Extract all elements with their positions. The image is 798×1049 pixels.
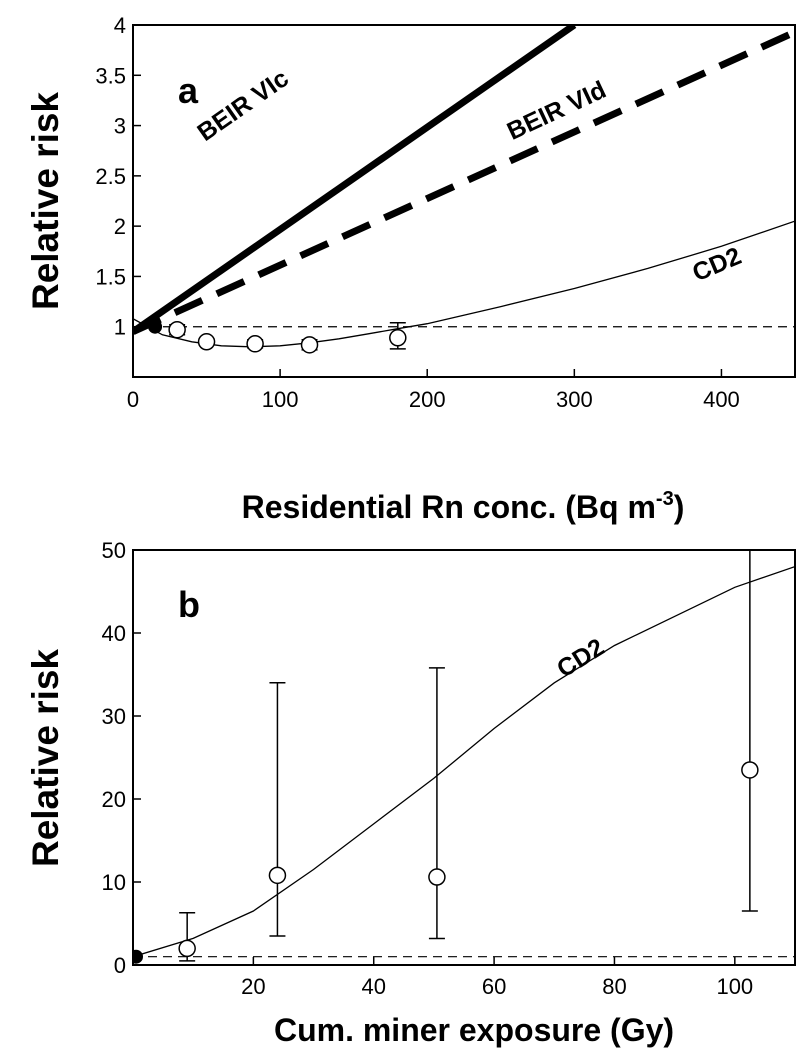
panel-b-y-tick-label: 0 bbox=[114, 953, 126, 978]
panel-b-data-point bbox=[741, 550, 759, 912]
panel-a-data-point bbox=[197, 333, 216, 351]
panel-a-marker bbox=[246, 335, 264, 353]
panel-b-x-tick-label: 100 bbox=[716, 974, 753, 999]
panel-a-series-beir-vic-label: BEIR VIc bbox=[192, 64, 293, 147]
panel-a-series-beir-vic-line bbox=[133, 25, 577, 335]
panel-b-baseline-point bbox=[133, 949, 144, 964]
panel-b-marker bbox=[428, 868, 446, 886]
panel-b-series-cd2-line bbox=[133, 565, 795, 958]
panel-b-marker bbox=[741, 761, 759, 779]
panel-b-series-cd2-label: CD2 bbox=[552, 633, 609, 683]
panel-b-data-point bbox=[268, 682, 287, 937]
panel-a-data-point bbox=[168, 320, 186, 339]
panel-b-marker bbox=[268, 866, 287, 885]
panel-a-baseline-point bbox=[148, 319, 163, 334]
panel-a-series-cd2-label: CD2 bbox=[688, 242, 745, 287]
panel-b-chart: 20 40 60 80 100 0 10 20 30 40 50 b Relative risk C… bbox=[25, 538, 796, 1048]
panel-a-ticks: 0 100 200 300 400 1 1.5 2 2.5 3 3.5 4 bbox=[95, 13, 739, 412]
panel-a-chart: 0 100 200 300 400 1 1.5 2 2.5 3 3.5 4 a Relative ri… bbox=[25, 13, 796, 525]
panel-b-y-tick-label: 20 bbox=[102, 787, 126, 812]
panel-b-y-tick-label: 50 bbox=[102, 538, 126, 563]
panel-a-y-tick-label: 1 bbox=[114, 315, 126, 340]
panel-b-y-tick-label: 10 bbox=[102, 870, 126, 895]
panel-a-x-axis-title-superscript: -3 bbox=[656, 488, 674, 510]
panel-a-marker bbox=[300, 336, 319, 354]
panel-a-x-axis-title: Residential Rn conc. (Bq m-3) bbox=[242, 488, 685, 525]
panel-b-y-axis-title: Relative risk bbox=[25, 649, 66, 867]
panel-a-x-tick-label: 0 bbox=[127, 387, 139, 412]
panel-a-x-axis-title-main: Residential Rn conc. (Bq m bbox=[242, 489, 656, 525]
panel-a-series-beir-vid-label: BEIR VId bbox=[503, 76, 611, 146]
panel-a-x-tick-label: 100 bbox=[262, 387, 299, 412]
panel-a-y-tick-label: 2.5 bbox=[95, 164, 126, 189]
panel-a-series-beir-vid-line bbox=[133, 28, 795, 335]
panel-a-marker bbox=[389, 329, 407, 347]
panel-b-x-tick-label: 40 bbox=[361, 974, 385, 999]
panel-b-y-tick-label: 30 bbox=[102, 704, 126, 729]
panel-b-y-tick-label: 40 bbox=[102, 621, 126, 646]
panel-b-x-tick-label: 60 bbox=[482, 974, 506, 999]
panel-b-x-axis-title: Cum. miner exposure (Gy) bbox=[274, 1012, 674, 1048]
panel-a-y-tick-label: 3 bbox=[114, 114, 126, 139]
panel-a-frame bbox=[132, 24, 796, 378]
panel-a-y-tick-label: 1.5 bbox=[95, 264, 126, 289]
panel-b-plot-content bbox=[133, 550, 795, 964]
panel-a-marker bbox=[168, 320, 186, 339]
panel-a-x-tick-label: 400 bbox=[703, 387, 740, 412]
panel-a-y-axis-title: Relative risk bbox=[25, 92, 66, 310]
panel-a-x-tick-label: 200 bbox=[409, 387, 446, 412]
panel-b-letter: b bbox=[178, 584, 200, 625]
panel-a-data-point bbox=[389, 321, 407, 350]
panel-a-data-point bbox=[300, 336, 319, 354]
panel-b-x-tick-label: 80 bbox=[602, 974, 626, 999]
panel-b-frame bbox=[132, 549, 796, 966]
panel-a-y-tick-label: 4 bbox=[114, 13, 126, 38]
panel-a-plot-content bbox=[133, 25, 795, 354]
panel-a-x-axis-title-end: ) bbox=[674, 489, 685, 525]
panel-b-data-point bbox=[178, 911, 196, 962]
panel-a-data-point bbox=[246, 335, 264, 353]
panel-b-x-tick-label: 20 bbox=[241, 974, 265, 999]
panel-a-marker bbox=[197, 333, 216, 351]
panel-a-x-tick-label: 300 bbox=[556, 387, 593, 412]
panel-b-ticks: 20 40 60 80 100 0 10 20 30 40 50 bbox=[102, 538, 754, 999]
panel-b-data-point bbox=[428, 667, 446, 940]
panel-b-marker bbox=[178, 939, 196, 958]
panel-a-y-tick-label: 2 bbox=[114, 214, 126, 239]
panel-a-letter: a bbox=[178, 70, 199, 111]
panel-a-y-tick-label: 3.5 bbox=[95, 63, 126, 88]
